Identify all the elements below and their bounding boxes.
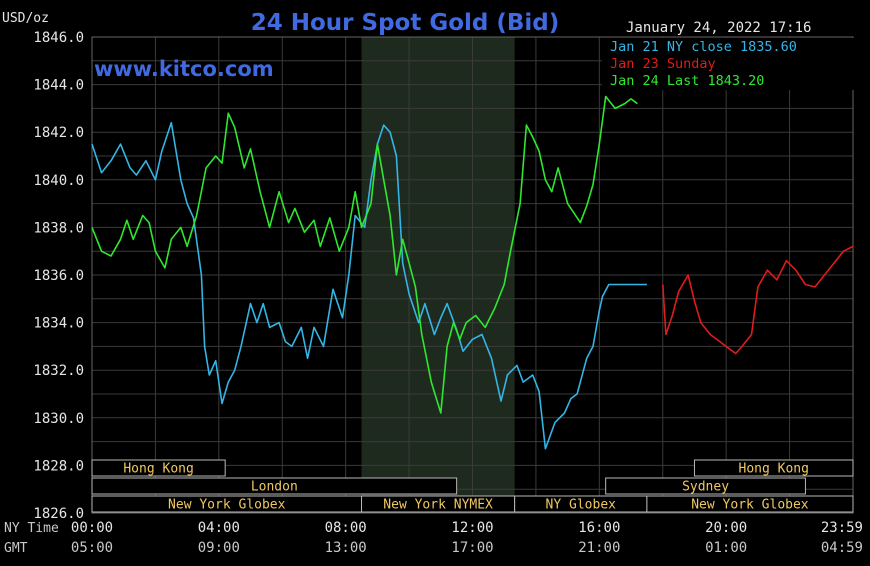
y-tick-label: 1828.0 <box>33 458 84 474</box>
x-row-label: GMT <box>4 541 28 556</box>
x-tick-label: 13:00 <box>325 540 367 556</box>
kitco-brand: www.kitco.com <box>94 57 274 81</box>
session-bar <box>693 459 854 477</box>
y-tick-label: 1830.0 <box>33 411 84 427</box>
session-label: New York NYMEX <box>383 498 493 513</box>
session-bar <box>646 495 854 513</box>
series-line-jan21 <box>91 121 647 450</box>
x-tick-label: 17:00 <box>451 540 493 556</box>
series-line-jan24 <box>91 95 638 414</box>
x-tick-label: 20:00 <box>705 520 747 536</box>
legend-entry-jan21: Jan 21 NY close 1835.60 <box>610 39 797 55</box>
session-label: NY Globex <box>546 498 617 513</box>
x-row-label: NY Time <box>4 521 59 536</box>
y-tick-label: 1836.0 <box>33 268 84 284</box>
x-tick-label: 01:00 <box>705 540 747 556</box>
y-tick-label: 1832.0 <box>33 363 84 379</box>
x-tick-label: 00:00 <box>71 520 113 536</box>
y-tick-label: 1840.0 <box>33 173 84 189</box>
x-tick-label: 16:00 <box>578 520 620 536</box>
trading-sessions: Hong Kong Hong Kong London Sydney New York G… <box>91 459 854 513</box>
y-tick-label: 1842.0 <box>33 125 84 141</box>
session-label: New York Globex <box>168 498 286 513</box>
x-tick-label: 23:59 <box>821 520 863 536</box>
session-bar <box>605 477 806 495</box>
session-label: Hong Kong <box>739 462 809 477</box>
y-tick-label: 1826.0 <box>33 506 84 522</box>
x-tick-label: 21:00 <box>578 540 620 556</box>
plot-frame <box>91 36 854 514</box>
x-tick-label: 04:00 <box>198 520 240 536</box>
chart-grid <box>91 36 854 514</box>
y-axis-label: USD/oz <box>2 11 49 26</box>
x-tick-label: 05:00 <box>71 540 113 556</box>
price-series <box>91 95 854 450</box>
x-tick-label: 08:00 <box>325 520 367 536</box>
session-label: London <box>251 480 298 495</box>
x-axis-ticks: NY Time 00:00 04:00 08:00 12:00 16:00 20:00 23:… <box>4 520 863 556</box>
legend-entry-jan24: Jan 24 Last 1843.20 <box>610 73 764 89</box>
y-axis-ticks: 1846.0 1844.0 1842.0 1840.0 1838.0 1836.0 1834… <box>33 30 84 522</box>
y-tick-label: 1846.0 <box>33 30 84 46</box>
y-tick-label: 1844.0 <box>33 78 84 94</box>
x-tick-label: 09:00 <box>198 540 240 556</box>
legend-entry-jan23: Jan 23 Sunday <box>610 56 716 72</box>
chart-title: 24 Hour Spot Gold (Bid) <box>251 10 560 36</box>
legend-box <box>602 38 854 90</box>
series-line-jan23 <box>662 245 854 355</box>
session-label: Sydney <box>682 480 729 495</box>
x-tick-label: 04:59 <box>821 540 863 556</box>
chart-datetime: January 24, 2022 17:16 <box>626 20 811 36</box>
session-bar <box>91 459 226 477</box>
y-tick-label: 1834.0 <box>33 316 84 332</box>
x-tick-label: 12:00 <box>451 520 493 536</box>
chart-legend: Jan 21 NY close 1835.60 Jan 23 Sunday Ja… <box>602 38 854 90</box>
session-label: Hong Kong <box>123 462 193 477</box>
session-bar <box>91 477 458 495</box>
session-label: New York Globex <box>691 498 809 513</box>
y-tick-label: 1838.0 <box>33 220 84 236</box>
